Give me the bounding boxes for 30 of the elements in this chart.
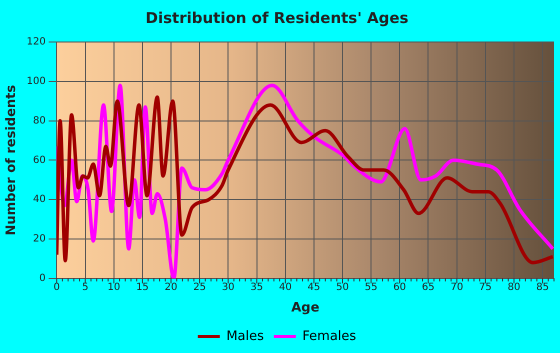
y-tick-label: 20 <box>32 234 46 245</box>
y-tick-label: 0 <box>39 272 46 284</box>
x-tick-label: 40 <box>278 282 292 293</box>
x-tick-label: 50 <box>336 282 349 293</box>
x-tick-label: 60 <box>393 282 406 293</box>
x-tick-label: 0 <box>54 282 60 293</box>
y-tick-label: 100 <box>26 76 46 87</box>
x-tick-label: 10 <box>107 282 120 293</box>
y-tick-label: 60 <box>32 154 46 166</box>
x-tick-label: 80 <box>508 282 520 293</box>
x-tick-label: 20 <box>164 282 178 293</box>
x-tick-label: 5 <box>82 282 88 293</box>
x-tick-label: 65 <box>422 282 435 293</box>
y-tick-label: 40 <box>32 194 46 206</box>
chart-title: Distribution of Residents' Ages <box>146 8 409 27</box>
x-tick-label: 75 <box>479 282 492 293</box>
x-tick-label: 45 <box>308 282 320 293</box>
x-tick-label: 70 <box>450 282 464 293</box>
x-axis-title: Age <box>291 300 320 316</box>
legend-label: Females <box>302 328 356 344</box>
legend-label: Males <box>226 328 264 344</box>
x-tick-label: 35 <box>250 282 264 293</box>
x-tick-label: 25 <box>193 282 206 293</box>
x-tick-label: 15 <box>136 282 149 293</box>
x-tick-label: 30 <box>222 282 235 293</box>
y-tick-label: 80 <box>32 115 46 126</box>
x-tick-label: 55 <box>364 282 378 293</box>
y-tick-label: 120 <box>26 36 46 48</box>
x-tick-label: 85 <box>536 282 549 293</box>
y-axis-title: Number of residents <box>4 84 20 236</box>
